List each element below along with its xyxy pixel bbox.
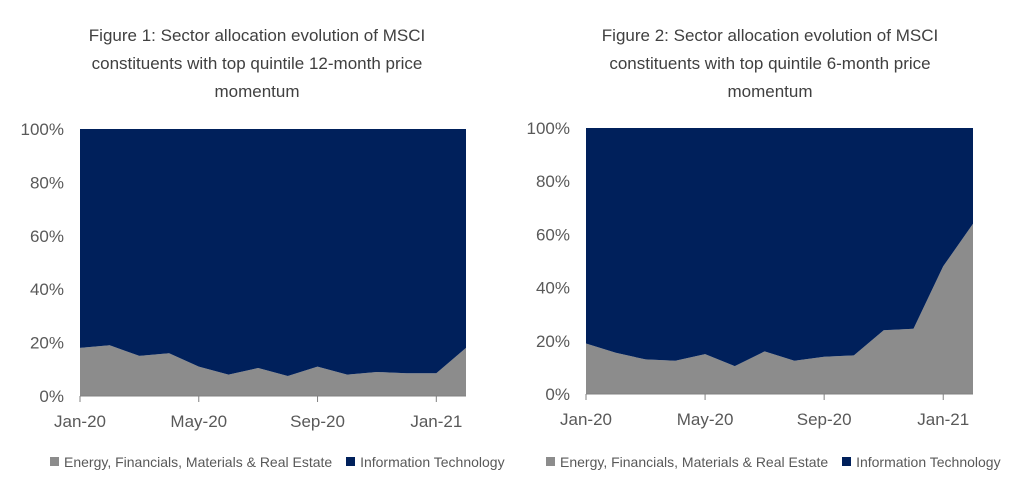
area-chart-1: 0% 20% 40% 60% 80% 100% Jan-20 May-20 Sep-20 Jan-… [21, 120, 466, 431]
y-tick-label: 40% [30, 280, 64, 299]
title-text: : Sector allocation evolution of MSCI co… [91, 26, 426, 101]
y-tick-label: 0% [545, 385, 570, 404]
y-tick-label: 0% [39, 387, 64, 406]
y-tick-label: 40% [536, 279, 570, 298]
chart-panel-2: Figure 2: Sector allocation evolution of… [512, 0, 1024, 503]
legend-label: Energy, Financials, Materials & Real Est… [560, 453, 829, 470]
x-tick-label: Jan-20 [560, 410, 612, 429]
figure-label: Figure 2 [601, 26, 665, 45]
legend-swatch [546, 457, 555, 466]
x-tick-label: Jan-21 [917, 410, 969, 429]
chart-title: Figure 1: Sector allocation evolution of… [62, 22, 452, 106]
title-text: : Sector allocation evolution of MSCI co… [609, 26, 939, 101]
y-tick-label: 20% [536, 332, 570, 351]
y-tick-label: 100% [527, 119, 570, 138]
area-series-1 [80, 345, 466, 396]
chart-legend: Energy, Financials, Materials & Real Est… [50, 453, 515, 470]
chart-legend: Energy, Financials, Materials & Real Est… [546, 453, 1011, 470]
legend-label: Information Technology [360, 453, 505, 470]
area-chart-2: 0% 20% 40% 60% 80% 100% Jan-20 May-20 Sep-20 Jan-… [527, 119, 973, 429]
legend-swatch [50, 457, 59, 466]
x-tick-label: Sep-20 [797, 410, 852, 429]
x-tick-label: May-20 [170, 412, 227, 431]
y-tick-label: 60% [30, 227, 64, 246]
legend-label: Information Technology [856, 453, 1001, 470]
legend-item: Information Technology [842, 454, 1001, 470]
x-tick-label: Sep-20 [290, 412, 345, 431]
legend-label: Energy, Financials, Materials & Real Est… [64, 453, 333, 470]
area-series-2 [586, 128, 973, 367]
y-tick-label: 100% [21, 120, 64, 139]
legend-item: Energy, Financials, Materials & Real Est… [546, 454, 828, 470]
chart-panel-1: Figure 1: Sector allocation evolution of… [21, 22, 515, 470]
legend-item: Information Technology [346, 454, 505, 470]
y-tick-label: 80% [536, 172, 570, 191]
figure-label: Figure 1 [88, 26, 152, 45]
y-tick-label: 80% [30, 173, 64, 192]
legend-swatch [842, 457, 852, 466]
area-series-2 [80, 129, 466, 376]
y-tick-label: 60% [536, 225, 570, 244]
legend-item: Energy, Financials, Materials & Real Est… [50, 454, 332, 470]
area-series-1 [586, 223, 973, 394]
x-tick-label: Jan-20 [54, 412, 106, 431]
chart-title: Figure 2: Sector allocation evolution of… [570, 22, 970, 106]
x-tick-label: May-20 [677, 410, 734, 429]
x-tick-label: Jan-21 [410, 412, 462, 431]
legend-swatch [346, 457, 356, 466]
y-tick-label: 20% [30, 334, 64, 353]
